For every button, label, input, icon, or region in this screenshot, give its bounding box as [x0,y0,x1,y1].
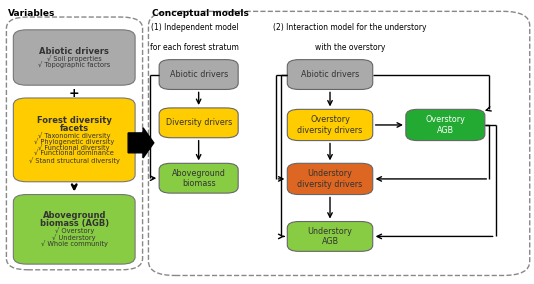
Text: for each forest stratum: for each forest stratum [151,43,239,52]
Text: (1) Independent model: (1) Independent model [151,23,239,32]
FancyBboxPatch shape [287,60,373,89]
FancyBboxPatch shape [287,109,373,141]
Text: Overstory
AGB: Overstory AGB [426,115,465,135]
FancyBboxPatch shape [159,108,238,138]
FancyBboxPatch shape [287,163,373,195]
Text: √ Soil properties: √ Soil properties [47,55,101,62]
FancyBboxPatch shape [159,163,238,193]
Text: Diversity drivers: Diversity drivers [166,118,232,127]
Text: Conceptual models: Conceptual models [152,9,249,18]
Text: (2) Interaction model for the understory: (2) Interaction model for the understory [273,23,427,32]
Text: biomass (AGB): biomass (AGB) [40,220,109,228]
Polygon shape [128,128,154,158]
Text: Overstory
diversity drivers: Overstory diversity drivers [297,115,363,135]
Text: √ Stand structural diversity: √ Stand structural diversity [29,157,120,164]
Text: √ Functional dominance: √ Functional dominance [34,151,114,157]
Text: Forest diversity: Forest diversity [37,116,112,125]
Text: Abiotic drivers: Abiotic drivers [301,70,359,79]
FancyBboxPatch shape [406,109,485,141]
FancyBboxPatch shape [13,98,135,182]
Text: with the overstory: with the overstory [315,43,385,52]
Text: √ Overstory: √ Overstory [54,228,94,234]
Text: √ Topographic factors: √ Topographic factors [38,61,111,68]
Text: Abiotic drivers: Abiotic drivers [169,70,228,79]
Text: √ Understory: √ Understory [52,234,96,241]
Text: √ Taxonomic diversity: √ Taxonomic diversity [38,132,111,139]
FancyBboxPatch shape [287,222,373,251]
Text: Understory
AGB: Understory AGB [308,227,352,246]
FancyBboxPatch shape [13,195,135,264]
Text: √ Functional diversity: √ Functional diversity [38,145,110,151]
FancyBboxPatch shape [13,30,135,85]
FancyBboxPatch shape [159,60,238,89]
Text: Abiotic drivers: Abiotic drivers [40,47,109,56]
Text: √ Whole community: √ Whole community [41,240,108,247]
Text: Aboveground
biomass: Aboveground biomass [172,168,225,188]
Text: +: + [69,87,80,100]
Text: √ Phylogenetic diversity: √ Phylogenetic diversity [34,138,114,145]
Text: Variables: Variables [8,9,56,18]
Text: facets: facets [60,124,89,133]
Text: Aboveground: Aboveground [43,212,106,220]
Text: Understory
diversity drivers: Understory diversity drivers [297,169,363,189]
